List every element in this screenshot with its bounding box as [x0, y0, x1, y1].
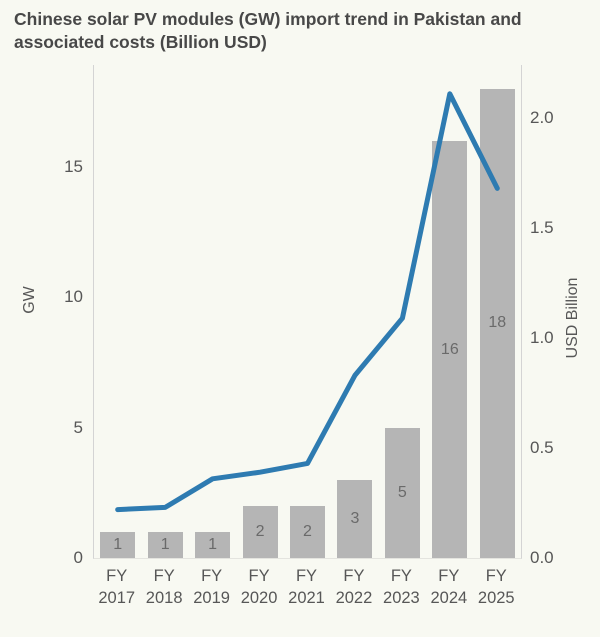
x-axis-label-year: 2019 [193, 589, 230, 607]
x-axis-label-year: 2020 [240, 589, 278, 607]
x-axis-label-fy2019: FY 2019 [188, 565, 236, 609]
bar-value-label: 1 [208, 535, 218, 553]
x-axis-label-prefix: FY [343, 567, 365, 585]
right-axis-tick-2.0: 2.0 [530, 107, 554, 127]
left-axis-tick-10: 10 [64, 287, 83, 307]
line-series-svg [115, 91, 500, 513]
right-axis-tick-0.0: 0.0 [530, 548, 554, 567]
bar-value-label: 5 [397, 483, 407, 501]
x-axis-label-year: 2017 [98, 589, 136, 607]
cost-line [115, 91, 500, 513]
x-axis-label-fy2018: FY 2018 [140, 565, 188, 609]
x-axis-label-fy2017: FY 2017 [93, 565, 141, 609]
bar-value-label: 18 [488, 314, 507, 332]
left-axis-tick-0: 0 [73, 548, 83, 567]
left-axis-tick-15: 15 [64, 157, 83, 177]
bar-fy2023: 5 [384, 427, 420, 558]
x-axis-label-fy2023: FY 2023 [377, 565, 425, 609]
bar-value-label: 16 [440, 340, 459, 358]
x-axis-label-year: 2025 [477, 589, 515, 607]
x-axis-label-year: 2021 [288, 589, 325, 607]
plot-area: 1 1 1 2 2 3 5 16 18 [93, 65, 522, 559]
bar-fy2018: 1 [147, 531, 183, 558]
bar-fy2022: 3 [337, 479, 373, 558]
chart-title-line2: associated costs (Billion USD) [14, 32, 267, 52]
bar-value-label: 2 [303, 522, 312, 540]
bar-value-label: 1 [160, 535, 170, 553]
right-axis-tick-1.5: 1.5 [530, 217, 554, 237]
x-axis-label-fy2022: FY 2022 [330, 565, 378, 609]
bar-fy2019: 1 [195, 531, 231, 558]
x-axis-label-fy2024: FY 2024 [425, 565, 473, 609]
x-axis-label-year: 2018 [145, 589, 183, 607]
bar-fy2020: 2 [242, 505, 278, 558]
left-axis-tick-5: 5 [73, 417, 83, 437]
x-axis-label-prefix: FY [295, 567, 318, 585]
x-axis-label-prefix: FY [438, 567, 460, 585]
x-axis-label-prefix: FY [153, 567, 175, 585]
bar-value-label: 3 [350, 509, 360, 527]
right-axis-tick-0.5: 0.5 [530, 437, 554, 457]
x-axis-label-prefix: FY [106, 567, 128, 585]
chart-title-line1: Chinese solar PV modules (GW) import tre… [14, 9, 522, 29]
right-axis-tick-1.0: 1.0 [530, 327, 554, 347]
bar-value-label: 2 [255, 522, 265, 540]
x-axis-label-fy2025: FY 2025 [472, 565, 520, 609]
x-axis-label-year: 2024 [430, 589, 468, 607]
x-axis-label-prefix: FY [201, 567, 223, 585]
x-axis-label-year: 2023 [383, 589, 420, 607]
x-axis-label-fy2020: FY 2020 [235, 565, 283, 609]
chart-title: Chinese solar PV modules (GW) import tre… [14, 8, 584, 54]
bar-value-label: 1 [113, 535, 123, 553]
bar-fy2024: 16 [432, 141, 468, 558]
x-axis-label-prefix: FY [390, 567, 412, 585]
bar-fy2021: 2 [290, 505, 325, 558]
x-axis-label-prefix: FY [485, 567, 507, 585]
x-axis-label-fy2021: FY 2021 [283, 565, 331, 609]
right-axis-title: USD Billion [564, 277, 581, 359]
x-axis-label-year: 2022 [335, 589, 373, 607]
x-axis-label-prefix: FY [248, 567, 270, 585]
bar-fy2017: 1 [100, 531, 136, 558]
